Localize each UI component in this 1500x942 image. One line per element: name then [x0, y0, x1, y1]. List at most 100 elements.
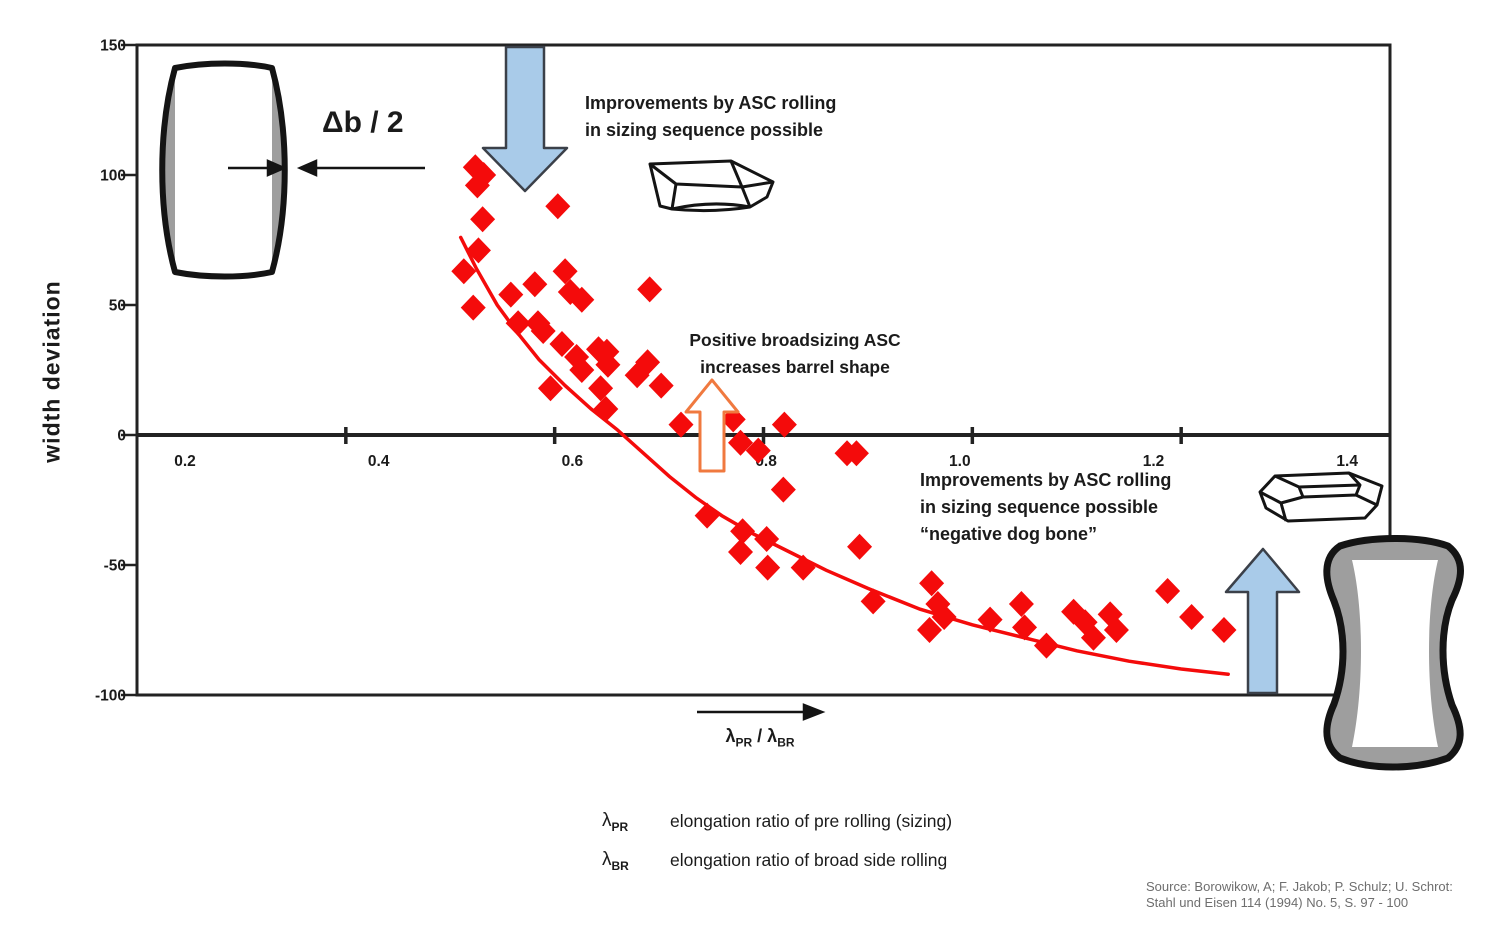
delta-b-label: Δb / 2 [322, 106, 404, 139]
data-point [1033, 632, 1059, 659]
data-point [755, 554, 781, 581]
y-axis-title: width deviation [38, 280, 65, 463]
data-point [728, 429, 754, 456]
y-tick-label: 0 [117, 428, 126, 445]
data-point [843, 440, 869, 467]
data-point [771, 411, 797, 438]
x-tick-label: 0.6 [562, 453, 584, 470]
data-point [1179, 604, 1205, 630]
data-point [549, 331, 575, 357]
data-point [637, 276, 663, 303]
data-point [522, 271, 548, 298]
data-point [730, 518, 756, 545]
x-tick-label: 0.2 [174, 453, 196, 470]
data-point [451, 258, 477, 285]
data-point [931, 604, 957, 630]
x-tick-label: 1.0 [949, 453, 971, 470]
data-point [860, 588, 886, 615]
slab-sketch-top [648, 159, 775, 213]
data-point [470, 206, 496, 233]
legend-text-br: elongation ratio of broad side rolling [670, 849, 948, 870]
y-tick-label: -100 [95, 688, 126, 705]
scatter-points [451, 154, 1237, 659]
data-point [1008, 591, 1034, 617]
data-point [569, 286, 595, 313]
y-ticks: 150 100 50 0 -50 -100 [95, 38, 137, 705]
data-point [498, 281, 524, 308]
source-line2: Stahl und Eisen 114 (1994) No. 5, S. 97 … [1146, 895, 1409, 910]
data-point [530, 318, 556, 344]
annotation-top-line2: in sizing sequence possible [585, 120, 824, 140]
annotation-top-line1: Improvements by ASC rolling [585, 93, 837, 113]
source-citation: Source: Borowikow, A; F. Jakob; P. Schul… [1146, 879, 1453, 911]
data-point [505, 310, 531, 337]
data-point [464, 172, 490, 199]
plot-border [135, 43, 1392, 697]
source-line1: Source: Borowikow, A; F. Jakob; P. Schul… [1146, 879, 1453, 894]
data-point [754, 526, 780, 552]
blue-up-arrow [1224, 547, 1301, 695]
delta-b-arrows [228, 159, 425, 177]
annotation-right: Improvements by ASC rolling in sizing se… [920, 467, 1171, 548]
x-tick-label: 1.4 [1336, 453, 1358, 470]
y-tick-label: 150 [100, 38, 126, 55]
data-point [1080, 624, 1106, 651]
x-tick-label: 1.2 [1143, 453, 1165, 470]
data-point [537, 375, 563, 402]
orange-up-arrow [684, 378, 740, 473]
symbol-legend: λPR elongation ratio of pre rolling (siz… [602, 808, 952, 886]
data-point [977, 606, 1003, 633]
y-tick-label: -50 [104, 558, 126, 575]
annotation-middle: Positive broadsizing ASC increases barre… [635, 327, 955, 381]
legend-symbol-pr: λPR [602, 810, 629, 834]
data-point [770, 476, 796, 503]
y-tick-label: 100 [100, 168, 126, 185]
data-point [588, 375, 614, 402]
lambda-symbol: λ [725, 726, 736, 746]
data-point [1103, 617, 1129, 643]
data-point [917, 617, 943, 643]
x-tick-label: 0.4 [368, 453, 390, 470]
lambda-symbol: λ [767, 726, 778, 746]
annotation-middle-line1: Positive broadsizing ASC [689, 330, 901, 350]
annotation-right-line3: “negative dog bone” [920, 524, 1098, 544]
legend-row-pr: λPR elongation ratio of pre rolling (siz… [602, 808, 952, 840]
legend-row-br: λBR elongation ratio of broad side rolli… [602, 847, 952, 879]
y-tick-label: 50 [109, 298, 126, 315]
data-point [1012, 614, 1038, 641]
x-axis-direction-arrow [697, 703, 826, 721]
lambda-sub-br: BR [777, 735, 795, 750]
data-point [552, 258, 578, 285]
data-point [569, 357, 595, 383]
data-point [460, 294, 486, 321]
x-axis-title: λPR / λBR [690, 726, 830, 750]
annotation-middle-line2: increases barrel shape [700, 357, 890, 377]
data-point [919, 570, 945, 597]
data-point [1211, 617, 1237, 643]
legend-text-pr: elongation ratio of pre rolling (sizing) [670, 811, 953, 831]
data-point [847, 533, 873, 560]
data-point [593, 396, 619, 422]
annotation-right-line1: Improvements by ASC rolling [920, 470, 1172, 490]
blue-down-arrow [481, 45, 569, 193]
data-point [668, 411, 694, 438]
data-point [465, 237, 491, 264]
dog-bone-shape-sketch [1323, 535, 1464, 771]
data-point [595, 351, 621, 378]
data-point [545, 193, 571, 220]
data-point [745, 437, 771, 464]
legend-symbol-br: λBR [602, 848, 629, 873]
data-point [694, 502, 720, 529]
data-point [648, 372, 674, 399]
barrel-shape-sketch [159, 60, 288, 280]
lambda-sub-pr: PR [735, 735, 753, 750]
data-point [728, 539, 754, 565]
data-point [1155, 578, 1181, 604]
annotation-top: Improvements by ASC rolling in sizing se… [585, 90, 836, 144]
slab-sketch-right [1258, 471, 1384, 523]
lambda-separator: / [752, 726, 768, 746]
data-point [790, 554, 816, 581]
